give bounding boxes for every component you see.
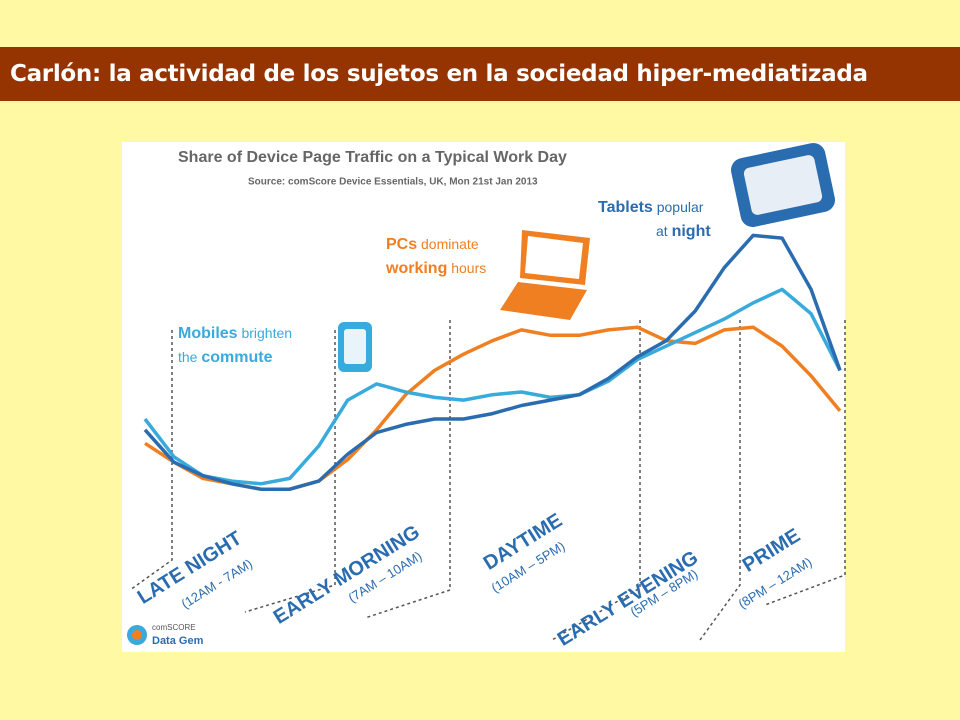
phone-icon (338, 322, 372, 372)
annotation-part: brighten (238, 325, 292, 341)
annotation: the commute (178, 349, 273, 367)
chart-title: Share of Device Page Traffic on a Typica… (178, 149, 567, 166)
annotation-part: Mobiles (178, 325, 238, 342)
annotation-part: PCs (386, 236, 417, 253)
annotation: working hours (385, 260, 486, 278)
logo-mark (132, 630, 142, 640)
annotation-part: Tablets (598, 199, 653, 216)
annotation-part: night (672, 223, 712, 240)
annotation-part: hours (447, 260, 486, 276)
annotation: Tablets popular (598, 199, 704, 217)
tablet-icon (731, 143, 835, 227)
annotation: PCs dominate (386, 236, 479, 254)
series-line (143, 233, 842, 491)
logo-text: comSCORE (152, 623, 196, 632)
chart-subtitle: Source: comScore Device Essentials, UK, … (248, 177, 538, 188)
annotation-part: at (656, 223, 672, 239)
header-bar: Carlón: la actividad de los sujetos en l… (0, 47, 960, 101)
annotation-part: the (178, 349, 201, 365)
annotation: at night (656, 223, 711, 241)
annotation-part: commute (201, 349, 272, 366)
slide-title: Carlón: la actividad de los sujetos en l… (10, 61, 868, 87)
annotation-part: dominate (417, 236, 479, 252)
laptop-icon (500, 230, 590, 320)
logo-text: Data Gem (152, 635, 204, 647)
annotation-part: working (385, 260, 447, 277)
series-line (143, 287, 842, 486)
annotation-part: popular (653, 199, 704, 215)
period-dividers (129, 320, 846, 641)
annotation: Mobiles brighten (178, 325, 292, 343)
